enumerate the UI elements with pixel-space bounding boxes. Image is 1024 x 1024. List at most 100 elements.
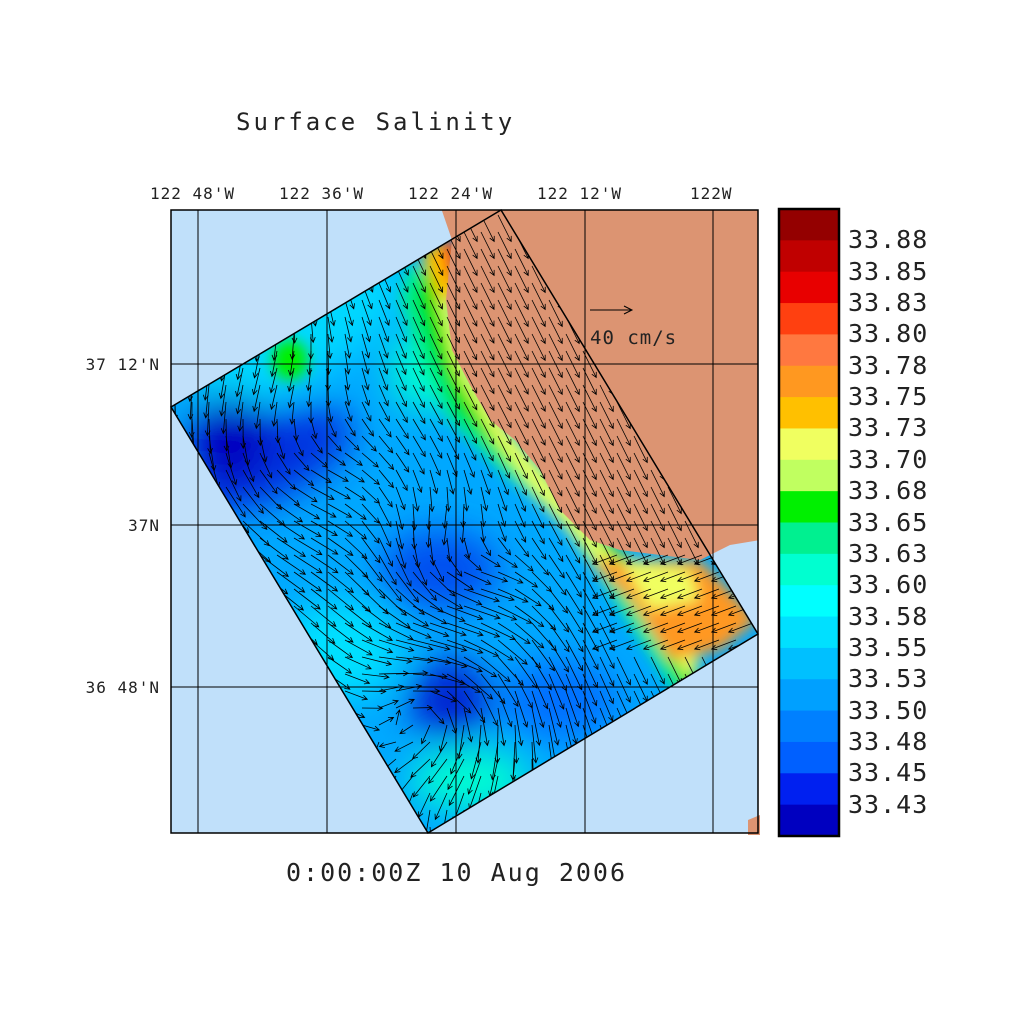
- current-arrow: [446, 554, 463, 578]
- current-arrow: [548, 452, 563, 480]
- current-arrow: [548, 639, 569, 673]
- current-arrow: [548, 605, 570, 633]
- current-arrow: [514, 571, 539, 588]
- current-arrow: [293, 452, 310, 472]
- current-arrow: [463, 656, 498, 678]
- current-arrow: [531, 724, 539, 764]
- current-arrow: [650, 469, 665, 498]
- current-arrow: [412, 704, 433, 711]
- current-arrow: [548, 486, 563, 514]
- current-arrow: [514, 418, 529, 446]
- current-arrow: [608, 622, 635, 634]
- current-arrow: [548, 418, 563, 447]
- current-arrow: [710, 605, 737, 617]
- current-arrow: [276, 554, 307, 575]
- current-arrow: [693, 622, 720, 634]
- current-arrow: [642, 622, 669, 634]
- current-arrow: [276, 537, 306, 558]
- current-arrow: [463, 367, 478, 394]
- current-arrow: [480, 622, 517, 640]
- current-arrow: [625, 588, 652, 600]
- colorbar-swatch: [779, 459, 839, 492]
- current-arrow: [361, 503, 380, 524]
- current-arrow: [327, 571, 355, 594]
- current-arrow: [429, 265, 444, 293]
- current-arrow: [616, 452, 631, 481]
- current-arrow: [361, 333, 371, 359]
- colorbar-label: 33.68: [848, 476, 929, 506]
- current-arrow: [497, 401, 512, 429]
- current-arrow: [463, 231, 478, 260]
- current-arrow: [361, 622, 394, 641]
- colorbar-label: 33.50: [848, 695, 929, 725]
- current-arrow: [225, 486, 246, 518]
- current-arrow: [429, 554, 444, 583]
- current-arrow: [693, 571, 720, 583]
- current-arrow: [395, 452, 410, 473]
- current-arrow: [344, 673, 371, 685]
- current-arrow: [625, 622, 652, 634]
- current-arrow: [565, 554, 581, 581]
- current-arrow: [310, 588, 338, 610]
- current-arrow: [259, 486, 283, 510]
- current-arrow: [344, 435, 360, 451]
- current-arrow: [428, 486, 435, 513]
- current-arrow: [531, 282, 546, 311]
- current-arrow: [310, 435, 323, 454]
- current-arrow: [361, 469, 380, 486]
- current-arrow: [548, 316, 563, 345]
- current-arrow: [276, 503, 304, 523]
- current-arrow: [514, 265, 529, 294]
- current-arrow: [480, 452, 493, 479]
- current-arrow: [514, 248, 529, 277]
- current-arrow: [497, 571, 524, 584]
- current-arrow: [591, 571, 618, 583]
- current-arrow: [463, 316, 478, 344]
- current-arrow: [531, 537, 547, 560]
- current-arrow: [514, 622, 545, 649]
- current-arrow: [565, 367, 580, 396]
- current-arrow: [378, 316, 390, 343]
- current-arrow: [497, 673, 519, 708]
- current-arrow: [344, 316, 353, 343]
- current-arrow: [514, 401, 529, 429]
- colorbar-label: 33.53: [848, 664, 929, 694]
- colorbar-swatch: [779, 271, 839, 304]
- current-arrow: [395, 571, 420, 603]
- current-arrow: [429, 469, 439, 495]
- current-arrow: [531, 435, 546, 463]
- current-arrow: [429, 639, 468, 652]
- current-arrow: [633, 469, 648, 498]
- colorbar: [779, 209, 839, 837]
- current-arrow: [463, 537, 471, 560]
- y-tick-label: 37N: [128, 516, 160, 535]
- colorbar-label: 33.63: [848, 538, 929, 568]
- current-arrow: [463, 571, 492, 585]
- current-arrow: [446, 639, 484, 654]
- current-arrow: [463, 588, 500, 603]
- current-arrow: [446, 605, 484, 621]
- current-arrow: [361, 299, 372, 327]
- current-arrow: [429, 401, 443, 426]
- current-arrow: [428, 758, 448, 785]
- current-arrow: [446, 673, 482, 693]
- current-arrow: [608, 571, 635, 583]
- current-arrow: [412, 571, 437, 602]
- current-arrow: [344, 384, 351, 407]
- x-tick-label: 122W: [690, 184, 733, 203]
- plot-frame: [170, 209, 759, 834]
- current-arrow: [514, 316, 529, 345]
- current-arrow: [429, 571, 456, 597]
- colorbar-swatch: [779, 365, 839, 398]
- x-tick-label: 122 24'W: [408, 184, 494, 203]
- current-arrow: [616, 435, 631, 464]
- current-arrow: [599, 503, 614, 532]
- current-arrow: [429, 350, 443, 377]
- colorbar-swatch: [779, 773, 839, 806]
- current-arrow: [676, 554, 703, 566]
- current-arrow: [310, 639, 335, 661]
- current-arrow: [395, 299, 408, 327]
- current-arrow: [378, 699, 399, 709]
- current-arrow: [410, 758, 431, 778]
- current-arrow: [599, 452, 614, 481]
